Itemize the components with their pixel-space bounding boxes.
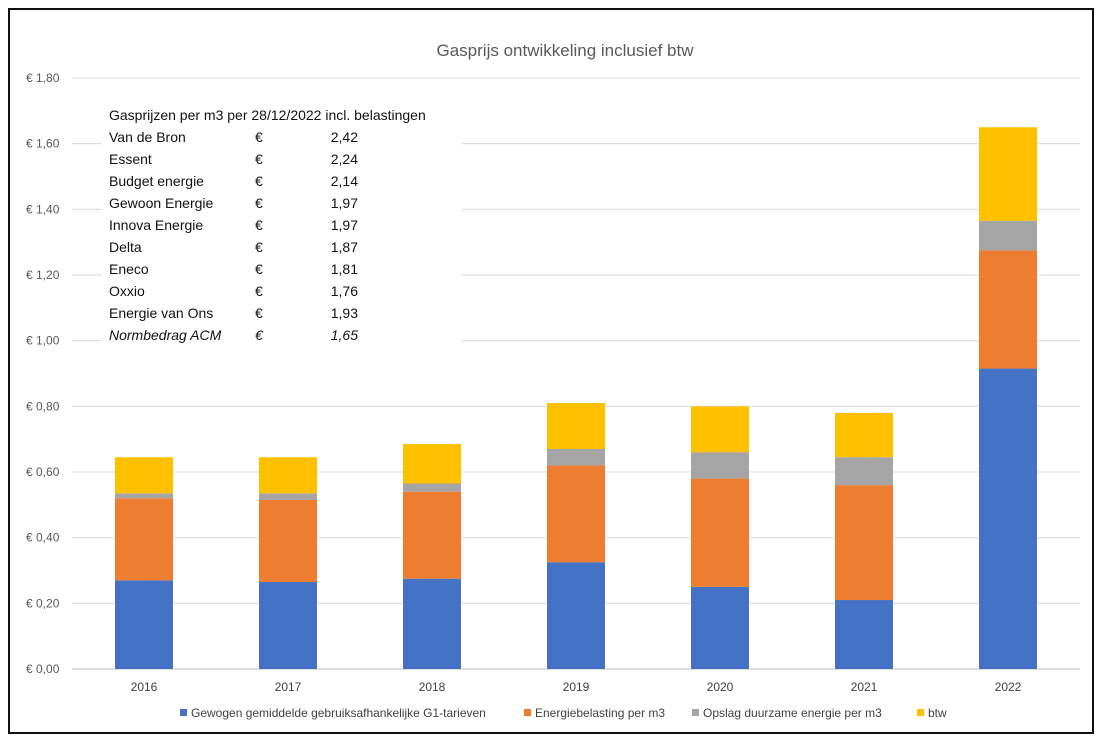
bar-segment: [259, 499, 317, 582]
legend-label: Opslag duurzame energie per m3: [703, 706, 882, 720]
bar-segment: [403, 483, 461, 492]
price-table-currency: €: [255, 283, 263, 299]
price-table-value: 1,93: [331, 305, 358, 321]
bar-segment: [835, 600, 893, 669]
legend-label: Gewogen gemiddelde gebruiksafhankelijke …: [191, 706, 486, 720]
price-table-supplier: Oxxio: [109, 283, 145, 299]
y-tick-label: € 0,60: [26, 465, 60, 479]
bar-segment: [979, 127, 1037, 221]
legend-swatch: [692, 709, 699, 716]
price-table-supplier: Budget energie: [109, 173, 204, 189]
x-tick-label: 2017: [275, 680, 302, 694]
price-table-currency: €: [255, 239, 263, 255]
price-table-supplier: Van de Bron: [109, 129, 186, 145]
bar-segment: [259, 581, 317, 669]
price-table-currency: €: [255, 327, 264, 343]
bar-segment: [115, 580, 173, 669]
price-table-supplier: Energie van Ons: [109, 305, 213, 321]
legend-swatch: [917, 709, 924, 716]
legend-swatch: [524, 709, 531, 716]
y-tick-label: € 1,60: [26, 137, 60, 151]
bar-segment: [403, 444, 461, 484]
bar-segment: [547, 449, 605, 466]
y-tick-label: € 0,20: [26, 596, 60, 610]
bar-segment: [547, 403, 605, 450]
price-table-currency: €: [255, 217, 263, 233]
bar-segment: [259, 457, 317, 494]
y-tick-label: € 1,00: [26, 334, 60, 348]
price-table-supplier: Eneco: [109, 261, 149, 277]
price-table-value: 1,76: [331, 283, 358, 299]
stacked-bar-chart: Gasprijs ontwikkeling inclusief btw € 0,…: [26, 41, 1080, 720]
price-table-supplier: Gewoon Energie: [109, 195, 214, 211]
x-tick-label: 2016: [131, 680, 158, 694]
price-table-value: 1,97: [331, 217, 358, 233]
bar-segment: [691, 478, 749, 587]
price-table-supplier: Essent: [109, 151, 152, 167]
legend-label: Energiebelasting per m3: [535, 706, 665, 720]
price-table-value: 2,24: [331, 151, 358, 167]
y-tick-label: € 0,80: [26, 399, 60, 413]
y-tick-label: € 0,00: [26, 662, 60, 676]
bar-segment: [835, 412, 893, 458]
price-table-currency: €: [255, 195, 263, 211]
bar-segment: [403, 491, 461, 579]
bar-segment: [547, 465, 605, 563]
price-table-currency: €: [255, 305, 263, 321]
bar-segment: [259, 493, 317, 500]
y-tick-label: € 1,80: [26, 71, 60, 85]
bar-segment: [547, 562, 605, 669]
y-tick-label: € 1,40: [26, 202, 60, 216]
price-table-currency: €: [255, 129, 263, 145]
bar-segment: [979, 220, 1037, 251]
bar-segment: [979, 368, 1037, 669]
price-table-value: 1,87: [331, 239, 358, 255]
price-table-value: 2,14: [331, 173, 358, 189]
bar-segment: [691, 406, 749, 453]
bar-segment: [691, 452, 749, 479]
legend-swatch: [180, 709, 187, 716]
price-table-background: [102, 98, 462, 350]
legend-label: btw: [928, 706, 947, 720]
price-table-supplier: Delta: [109, 239, 142, 255]
price-table-header: Gasprijzen per m3 per 28/12/2022 incl. b…: [109, 107, 426, 123]
x-tick-label: 2018: [419, 680, 446, 694]
price-table-value: 2,42: [331, 129, 358, 145]
price-table-value: 1,97: [331, 195, 358, 211]
price-table-currency: €: [255, 151, 263, 167]
bar-segment: [835, 457, 893, 486]
bar-segment: [403, 578, 461, 669]
bar-segment: [115, 498, 173, 581]
bar-segment: [979, 250, 1037, 369]
chart-title: Gasprijs ontwikkeling inclusief btw: [437, 41, 695, 60]
price-table-currency: €: [255, 261, 263, 277]
chart-frame: Gasprijs ontwikkeling inclusief btw € 0,…: [8, 8, 1094, 734]
x-tick-label: 2022: [995, 680, 1022, 694]
price-table-currency: €: [255, 173, 263, 189]
price-table-supplier: Normbedrag ACM: [109, 327, 222, 343]
bar-segment: [115, 493, 173, 499]
x-tick-label: 2021: [851, 680, 878, 694]
price-table-value: 1,81: [331, 261, 358, 277]
x-tick-label: 2019: [563, 680, 590, 694]
x-tick-label: 2020: [707, 680, 734, 694]
bar-segment: [115, 457, 173, 494]
y-tick-label: € 0,40: [26, 531, 60, 545]
price-table-value: 1,65: [331, 327, 358, 343]
y-tick-label: € 1,20: [26, 268, 60, 282]
bar-segment: [835, 485, 893, 601]
price-table-supplier: Innova Energie: [109, 217, 203, 233]
bar-segment: [691, 586, 749, 669]
